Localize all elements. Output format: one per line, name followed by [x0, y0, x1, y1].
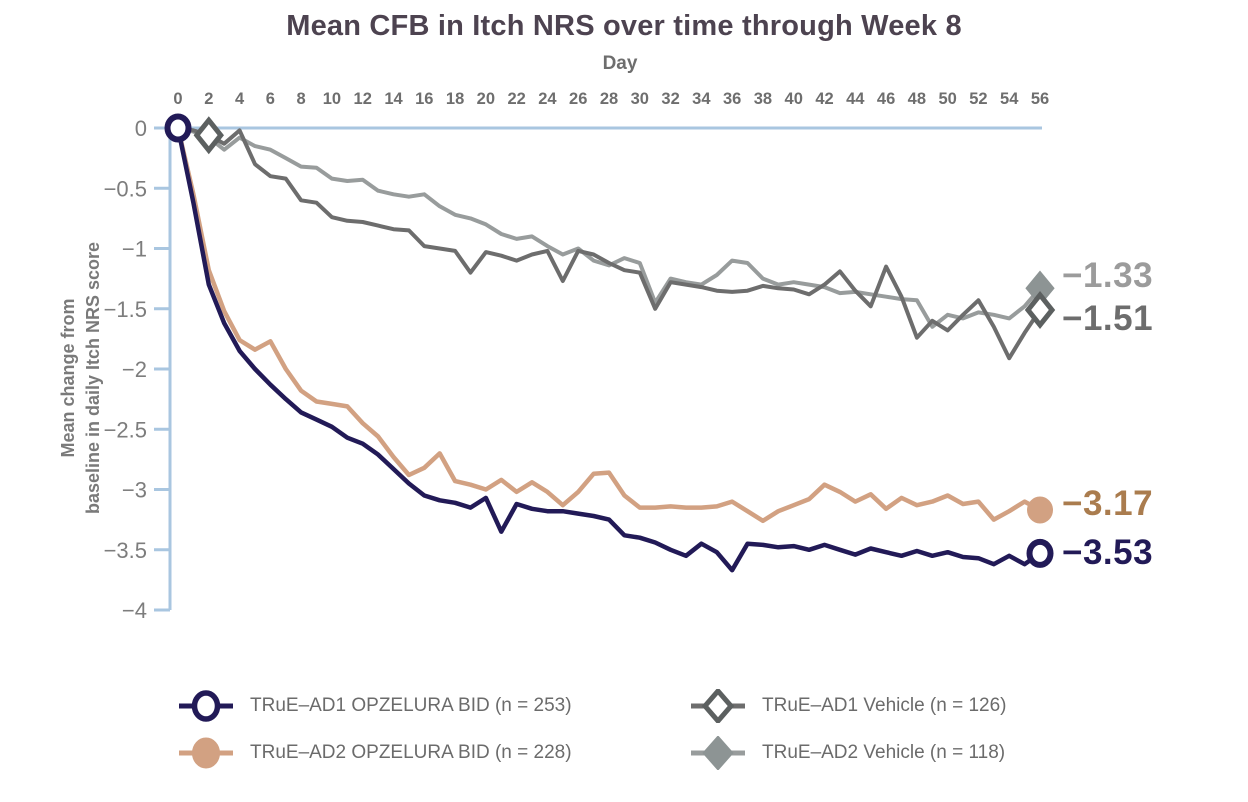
data-point-marker [1027, 496, 1054, 524]
x-tick-label: 0 [173, 90, 182, 108]
end-value-label-ad2-vehicle: −1.33 [1062, 256, 1154, 295]
end-value-label-ad1-opzelura: −3.53 [1062, 533, 1154, 572]
y-tick-label: −1 [122, 237, 147, 262]
legend-item-ad2-opzelura: TRuE–AD2 OPZELURA BID (n = 228) [178, 736, 690, 770]
x-tick-label: 38 [754, 90, 772, 108]
x-tick-label: 40 [785, 90, 803, 108]
x-tick-label: 44 [846, 90, 865, 108]
y-tick-label: −4 [122, 598, 147, 623]
x-tick-label: 4 [235, 90, 245, 108]
data-point-marker [1026, 538, 1054, 568]
x-tick-label: 16 [415, 90, 433, 108]
y-tick-label: −2 [122, 357, 147, 382]
chart-title: Mean CFB in Itch NRS over time through W… [286, 10, 962, 42]
legend-label: TRuE–AD1 OPZELURA BID (n = 253) [250, 695, 572, 716]
x-tick-label: 14 [384, 90, 403, 108]
legend-open-circle-marker-icon [179, 690, 233, 722]
series-line-1 [175, 125, 1043, 524]
x-tick-label: 12 [354, 90, 372, 108]
legend-filled-circle-marker-icon [179, 737, 233, 769]
data-point-marker [164, 113, 192, 143]
x-tick-label: 10 [323, 90, 341, 108]
legend-item-ad2-vehicle: TRuE–AD2 Vehicle (n = 118) [690, 736, 1007, 770]
legend-label: TRuE–AD2 Vehicle (n = 118) [762, 742, 1006, 763]
series-line-0 [175, 125, 1043, 573]
x-tick-label: 26 [569, 90, 587, 108]
x-tick-label: 46 [877, 90, 895, 108]
x-tick-label: 2 [204, 90, 213, 108]
x-tick-label: 32 [661, 90, 679, 108]
end-value-label-ad2-opzelura: −3.17 [1062, 484, 1154, 523]
y-tick-label: −2.5 [104, 417, 147, 442]
legend-open-diamond-marker-icon [691, 689, 745, 723]
x-tick-label: 28 [600, 90, 618, 108]
x-tick-label: 52 [969, 90, 987, 108]
x-tick-label: 48 [908, 90, 926, 108]
y-tick-label: −3 [122, 478, 147, 503]
y-tick-label: −1.5 [104, 297, 147, 322]
data-point-marker [193, 116, 224, 155]
y-tick-label: −0.5 [104, 176, 147, 201]
series-line-3 [176, 126, 1042, 329]
legend-item-ad1-opzelura: TRuE–AD1 OPZELURA BID (n = 253) [178, 689, 690, 723]
x-tick-label: 20 [477, 90, 495, 108]
series-line-2 [176, 126, 1042, 361]
y-tick-label: −3.5 [104, 538, 147, 563]
x-tick-label: 6 [266, 90, 275, 108]
x-tick-label: 34 [692, 90, 711, 108]
end-value-label-ad1-vehicle: −1.51 [1062, 299, 1154, 338]
x-axis-title: Day [602, 53, 638, 74]
x-tick-label: 22 [507, 90, 525, 108]
x-tick-label: 50 [938, 90, 956, 108]
x-tick-label: 54 [1000, 90, 1019, 108]
y-tick-label: 0 [135, 116, 147, 141]
legend-label: TRuE–AD1 Vehicle (n = 126) [762, 695, 1007, 716]
x-tick-label: 56 [1031, 90, 1049, 108]
x-tick-label: 24 [538, 90, 557, 108]
legend: TRuE–AD1 OPZELURA BID (n = 253) TRuE–AD2… [178, 689, 1007, 770]
x-tick-label: 36 [723, 90, 741, 108]
data-point-marker [1024, 290, 1056, 329]
legend-filled-diamond-marker-icon [691, 736, 745, 770]
x-tick-label: 42 [815, 90, 833, 108]
legend-item-ad1-vehicle: TRuE–AD1 Vehicle (n = 126) [690, 689, 1007, 723]
x-tick-label: 18 [446, 90, 464, 108]
x-tick-label: 30 [631, 90, 649, 108]
legend-label: TRuE–AD2 OPZELURA BID (n = 228) [250, 742, 572, 763]
x-tick-label: 8 [297, 90, 306, 108]
